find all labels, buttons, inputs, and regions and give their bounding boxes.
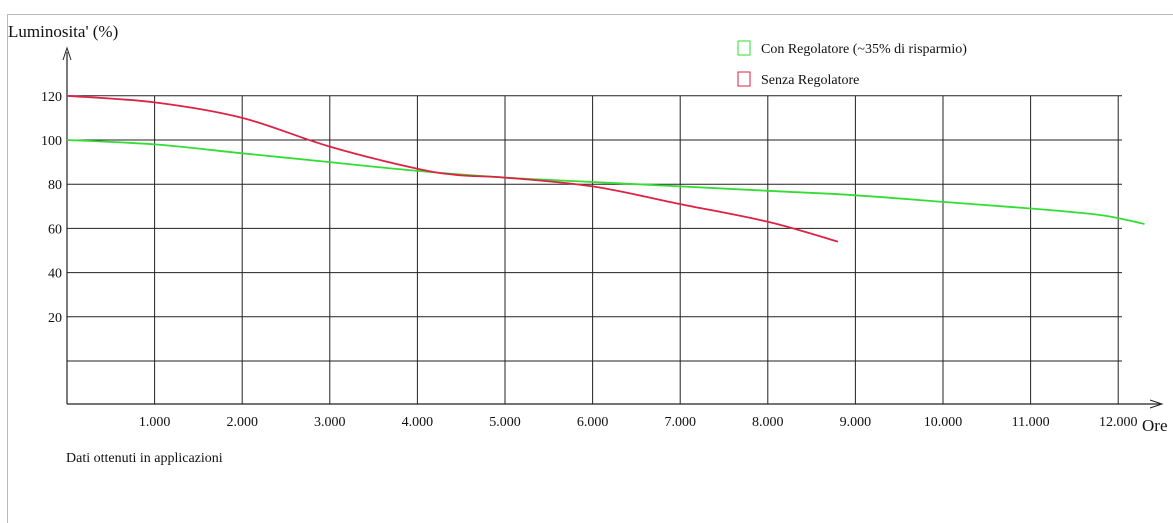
grid	[67, 95, 1122, 404]
x-axis-arrow-icon	[1149, 399, 1164, 409]
x-tick-label-12: 12.000	[1099, 415, 1138, 430]
x-tick-label-3: 3.000	[314, 415, 346, 430]
x-tick-label-10: 10.000	[924, 415, 963, 430]
x-tick-labels: 1.000 2.000 3.000 4.000 5.000 6.000 7.000 8.000…	[139, 415, 1138, 430]
x-tick-label-5: 5.000	[489, 415, 521, 430]
series-line-senza-regolatore	[66, 94, 839, 243]
x-tick-label-4: 4.000	[402, 415, 434, 430]
legend-label-senza-regolatore: Senza Regolatore	[761, 73, 859, 88]
series-line-con-regolatore	[66, 139, 1145, 225]
y-tick-label-100: 100	[41, 134, 62, 149]
x-tick-label-2: 2.000	[226, 415, 258, 430]
y-tick-label-120: 120	[41, 90, 62, 105]
y-tick-label-80: 80	[48, 178, 62, 193]
y-tick-label-60: 60	[48, 222, 62, 237]
data-note: Dati ottenuti in applicazioni	[66, 451, 223, 466]
x-tick-label-1: 1.000	[139, 415, 171, 430]
chart-frame	[7, 14, 1173, 523]
y-tick-labels: 120 100 80 60 40 20	[41, 90, 62, 326]
legend: Con Regolatore (~35% di risparmio) Senza…	[737, 40, 967, 88]
x-axis-label: Ore	[1142, 416, 1167, 435]
x-tick-label-6: 6.000	[577, 415, 609, 430]
y-axis-arrow-icon	[62, 46, 72, 61]
x-tick-label-8: 8.000	[752, 415, 784, 430]
y-axis-label: Luminosita' (%)	[8, 22, 118, 41]
legend-label-con-regolatore: Con Regolatore (~35% di risparmio)	[761, 42, 967, 57]
y-tick-label-40: 40	[48, 267, 62, 282]
x-tick-label-7: 7.000	[664, 415, 696, 430]
series-lines	[66, 94, 1145, 243]
x-tick-label-9: 9.000	[840, 415, 872, 430]
legend-swatch-con-regolatore	[737, 40, 751, 56]
legend-swatch-senza-regolatore	[737, 71, 751, 87]
x-tick-label-11: 11.000	[1012, 415, 1050, 430]
y-tick-label-20: 20	[48, 311, 62, 326]
axes	[62, 46, 1164, 409]
